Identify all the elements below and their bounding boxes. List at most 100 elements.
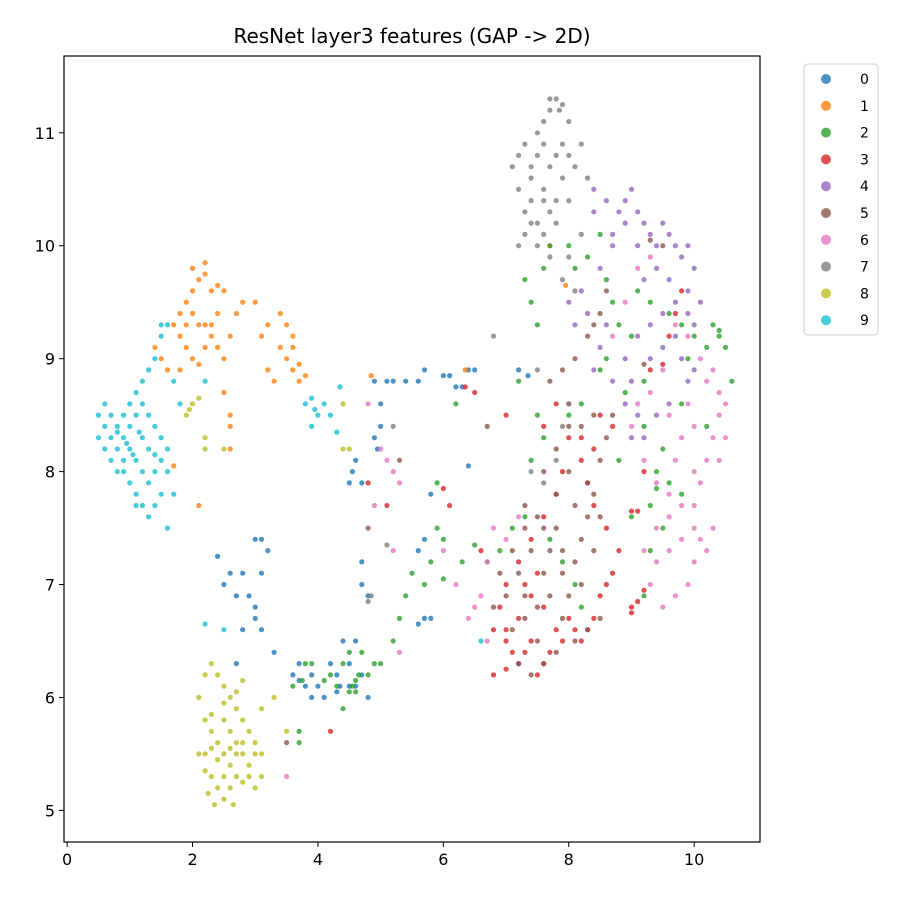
point-class-2 (359, 649, 365, 655)
point-class-6 (647, 389, 653, 396)
point-class-2 (628, 333, 635, 339)
point-class-6 (697, 536, 704, 542)
legend-marker-6 (821, 234, 831, 245)
point-class-0 (359, 581, 365, 588)
point-class-5 (534, 638, 541, 644)
point-class-2 (296, 728, 302, 734)
point-class-3 (628, 508, 635, 514)
point-class-6 (685, 333, 691, 339)
point-class-5 (534, 514, 541, 520)
point-class-7 (541, 231, 547, 237)
point-class-4 (635, 209, 641, 215)
point-class-7 (566, 118, 572, 125)
point-class-9 (158, 457, 164, 463)
point-class-8 (202, 435, 208, 441)
point-class-0 (428, 615, 434, 622)
point-class-8 (202, 446, 208, 452)
point-class-0 (447, 373, 453, 379)
point-class-8 (258, 751, 265, 757)
point-class-7 (490, 333, 497, 339)
point-class-2 (296, 740, 302, 746)
point-class-4 (572, 322, 578, 328)
point-class-9 (121, 469, 127, 475)
point-class-3 (641, 587, 647, 593)
point-class-0 (290, 672, 296, 678)
point-class-9 (202, 621, 208, 627)
point-class-9 (158, 435, 164, 441)
point-class-7 (516, 243, 522, 249)
point-class-3 (578, 457, 584, 463)
point-class-8 (221, 751, 227, 757)
point-class-2 (497, 548, 503, 554)
point-class-3 (541, 604, 547, 610)
point-class-8 (189, 401, 196, 407)
point-class-6 (484, 559, 490, 565)
point-class-9 (102, 423, 108, 429)
point-class-3 (516, 615, 522, 622)
point-class-6 (704, 548, 710, 554)
point-class-2 (434, 480, 440, 486)
point-class-1 (296, 361, 302, 367)
point-class-5 (541, 469, 547, 475)
point-class-1 (227, 446, 233, 452)
point-class-2 (290, 683, 296, 689)
legend-marker-2 (821, 127, 831, 138)
point-class-1 (196, 277, 202, 283)
point-class-6 (685, 401, 691, 407)
point-class-2 (541, 265, 547, 271)
point-class-8 (240, 740, 246, 746)
legend-label-8: 8 (860, 286, 869, 302)
point-class-8 (246, 762, 252, 768)
point-class-0 (525, 373, 531, 379)
point-class-8 (346, 446, 352, 452)
point-class-3 (559, 469, 566, 475)
point-class-2 (666, 310, 672, 317)
point-class-4 (610, 378, 616, 384)
point-class-9 (133, 389, 139, 396)
point-class-0 (334, 672, 340, 678)
point-class-2 (622, 389, 628, 396)
legend-label-0: 0 (860, 72, 869, 88)
point-class-1 (152, 344, 158, 350)
point-class-3 (572, 627, 578, 633)
point-class-2 (578, 604, 584, 610)
point-class-9 (139, 401, 145, 407)
data-points (95, 96, 735, 808)
point-class-3 (553, 401, 559, 407)
point-class-4 (685, 378, 691, 384)
point-class-3 (641, 469, 647, 475)
point-class-1 (221, 288, 227, 294)
y-tick-label: 10 (35, 237, 55, 256)
point-class-2 (653, 469, 660, 475)
point-class-2 (409, 570, 415, 576)
point-class-4 (566, 299, 572, 305)
point-class-4 (691, 322, 697, 328)
point-class-9 (108, 457, 114, 463)
point-class-1 (171, 463, 177, 469)
point-class-3 (628, 610, 635, 616)
point-class-6 (704, 378, 710, 384)
legend-marker-1 (821, 100, 831, 111)
point-class-1 (189, 356, 196, 362)
point-class-0 (353, 638, 359, 644)
point-class-5 (585, 627, 591, 633)
point-class-8 (227, 694, 233, 701)
point-class-8 (208, 773, 214, 780)
point-class-7 (566, 254, 572, 260)
point-class-5 (591, 322, 597, 328)
point-class-9 (102, 446, 108, 452)
point-class-9 (202, 378, 208, 384)
point-class-1 (240, 299, 246, 305)
point-class-9 (95, 412, 102, 418)
point-class-4 (616, 209, 622, 215)
point-class-4 (622, 220, 628, 226)
point-class-0 (265, 548, 271, 554)
point-class-7 (572, 288, 578, 294)
point-class-5 (641, 361, 647, 367)
point-class-7 (368, 593, 374, 599)
point-class-9 (127, 423, 133, 429)
point-class-4 (653, 412, 660, 418)
point-class-3 (578, 435, 584, 441)
point-class-8 (221, 683, 227, 689)
